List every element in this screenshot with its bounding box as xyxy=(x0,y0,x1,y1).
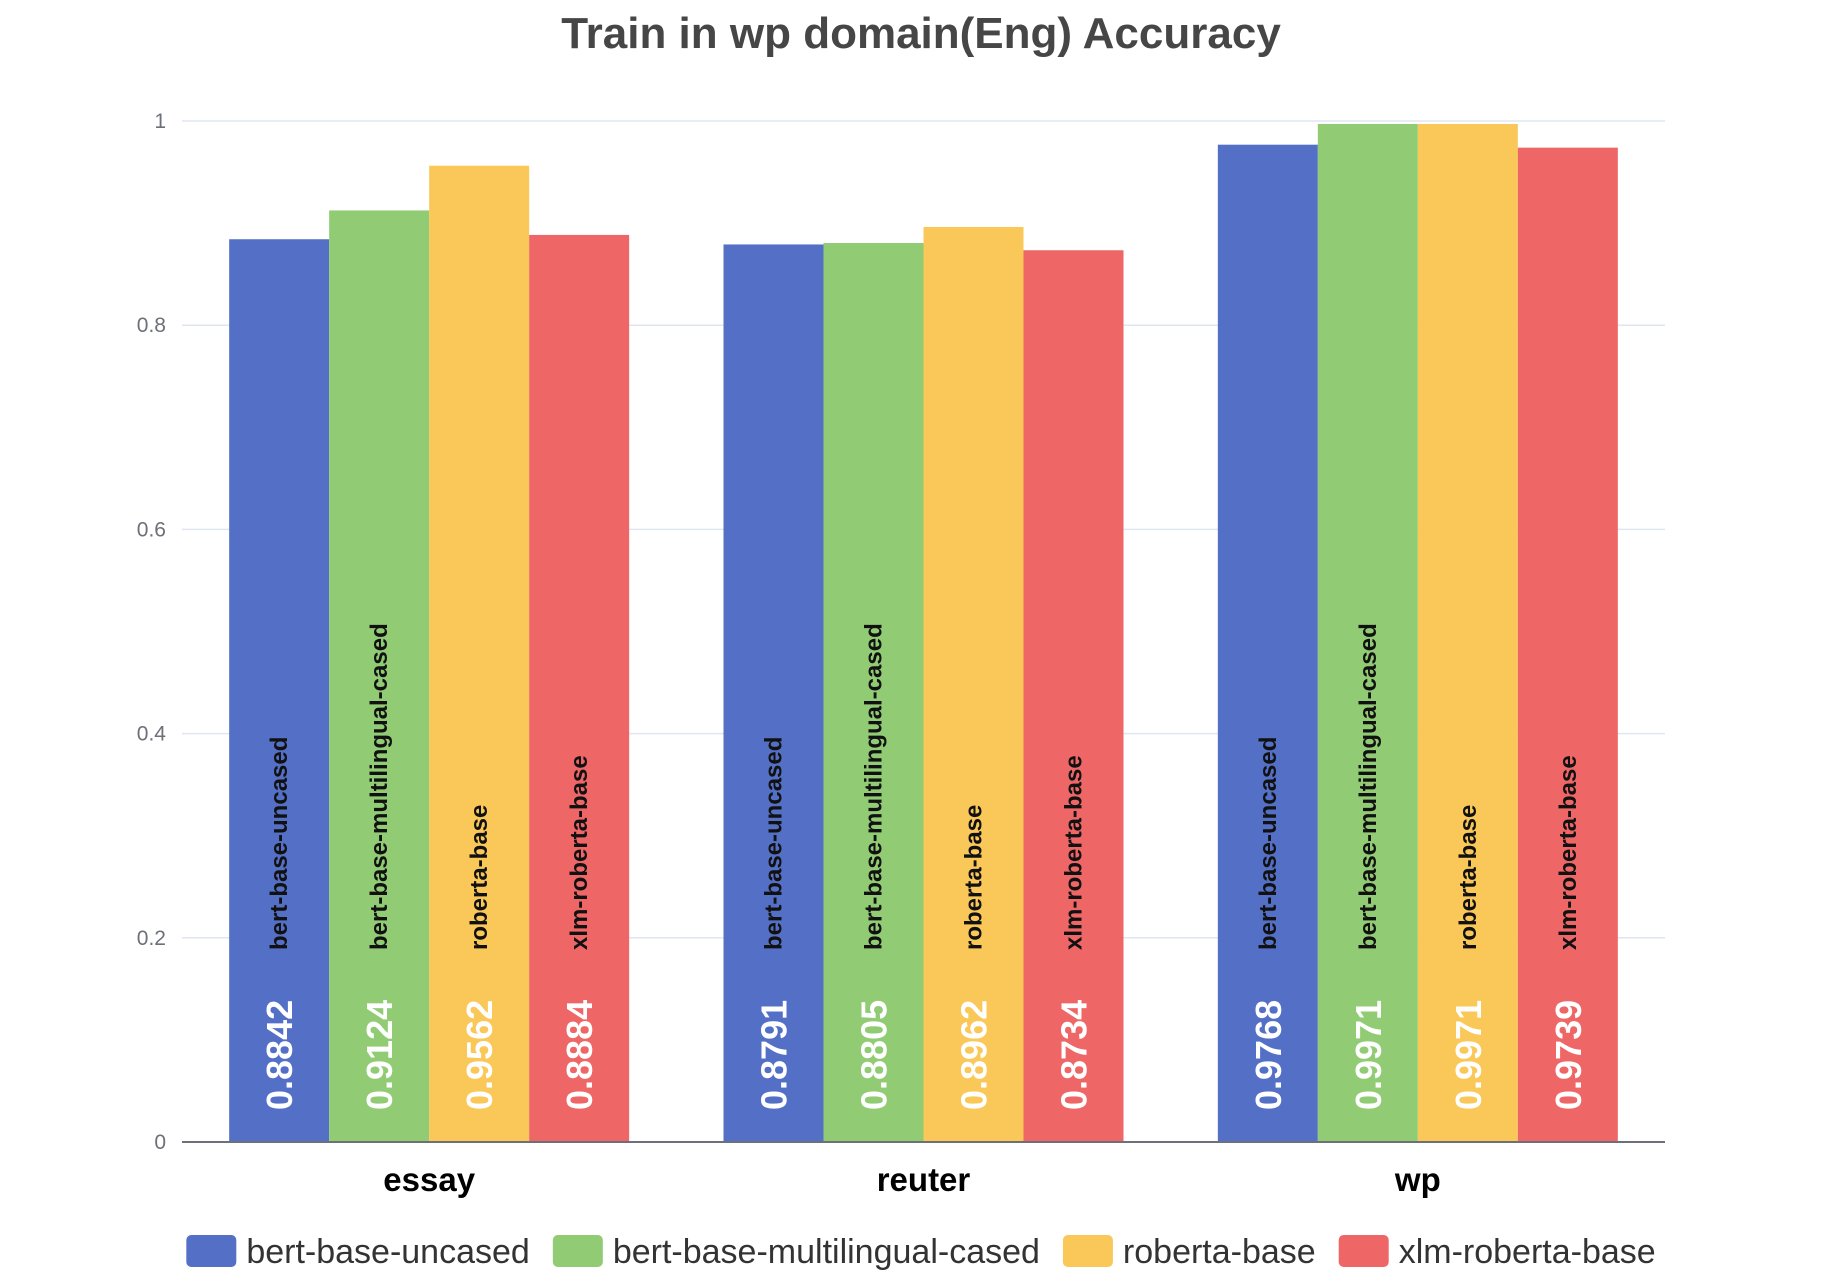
legend-label: bert-base-multilingual-cased xyxy=(613,1233,1040,1271)
bar-bert-base-multilingual-cased-essay xyxy=(329,210,430,1143)
value-label: 0.8884 xyxy=(559,1000,600,1110)
value-label: 0.8734 xyxy=(1054,1000,1095,1110)
series-name-label: roberta-base xyxy=(961,805,988,950)
bar-labels: 0.8842 bert-base-uncased 0.9124 bert-base-m… xyxy=(259,623,1589,1110)
series-name-label: bert-base-multilingual-cased xyxy=(1355,623,1382,950)
legend-swatch xyxy=(1338,1235,1389,1267)
bars xyxy=(229,123,1618,1143)
value-label: 0.8962 xyxy=(954,1000,995,1110)
bar-bert-base-uncased-essay xyxy=(229,239,330,1142)
y-tick-label: 0 xyxy=(154,1131,166,1154)
value-label: 0.9562 xyxy=(459,1000,500,1110)
legend-label: bert-base-uncased xyxy=(246,1233,530,1271)
series-name-label: bert-base-multilingual-cased xyxy=(861,623,888,950)
legend-item: bert-base-uncased xyxy=(186,1233,530,1271)
bar-bert-base-multilingual-cased-reuter xyxy=(823,243,924,1142)
legend-label: roberta-base xyxy=(1123,1233,1316,1271)
x-axis: essay reuter wp xyxy=(182,1141,1665,1198)
series-name-label: bert-base-uncased xyxy=(761,737,788,950)
value-label: 0.9124 xyxy=(359,1000,400,1110)
x-tick-label: essay xyxy=(383,1161,475,1198)
y-tick-label: 0.4 xyxy=(137,723,167,746)
legend-item: bert-base-multilingual-cased xyxy=(552,1233,1040,1271)
legend: bert-base-uncased bert-base-multilingual-… xyxy=(186,1233,1656,1271)
series-name-label: roberta-base xyxy=(1455,805,1482,950)
legend-item: xlm-roberta-base xyxy=(1338,1233,1656,1271)
chart-title: Train in wp domain(Eng) Accuracy xyxy=(561,9,1281,58)
bar-bert-base-uncased-wp xyxy=(1217,144,1318,1142)
series-name-label: xlm-roberta-base xyxy=(1061,755,1088,950)
legend-swatch xyxy=(186,1235,237,1267)
bar-xlm-roberta-base-essay xyxy=(529,234,630,1142)
series-name-label: roberta-base xyxy=(466,805,493,950)
legend-swatch xyxy=(1062,1235,1113,1267)
x-tick-label: reuter xyxy=(877,1161,971,1198)
x-tick-label: wp xyxy=(1394,1161,1441,1198)
bar-roberta-base-essay xyxy=(429,165,530,1143)
y-tick-label: 0.8 xyxy=(137,314,166,337)
bar-roberta-base-wp xyxy=(1417,123,1518,1143)
series-name-label: xlm-roberta-base xyxy=(1555,755,1582,950)
series-name-label: xlm-roberta-base xyxy=(566,755,593,950)
series-name-label: bert-base-uncased xyxy=(1255,737,1282,950)
bar-bert-base-uncased-reuter xyxy=(723,244,824,1142)
legend-item: roberta-base xyxy=(1062,1233,1316,1271)
legend-label: xlm-roberta-base xyxy=(1399,1233,1656,1271)
value-label: 0.9971 xyxy=(1448,1000,1489,1110)
value-label: 0.8842 xyxy=(259,1000,300,1110)
y-tick-label: 1 xyxy=(154,110,166,133)
value-label: 0.9971 xyxy=(1348,1000,1389,1110)
bar-xlm-roberta-base-wp xyxy=(1517,147,1618,1143)
value-label: 0.8805 xyxy=(854,1000,895,1110)
value-label: 0.9768 xyxy=(1248,1000,1289,1110)
value-label: 0.9739 xyxy=(1548,1000,1589,1110)
y-tick-label: 0.2 xyxy=(137,927,166,950)
series-name-label: bert-base-uncased xyxy=(266,737,293,950)
bar-xlm-roberta-base-reuter xyxy=(1023,250,1124,1142)
bar-bert-base-multilingual-cased-wp xyxy=(1317,123,1418,1143)
legend-swatch xyxy=(552,1235,603,1267)
series-name-label: bert-base-multilingual-cased xyxy=(366,623,393,950)
y-tick-label: 0.6 xyxy=(137,518,166,541)
value-label: 0.8791 xyxy=(754,1000,795,1110)
bar-roberta-base-reuter xyxy=(923,226,1024,1142)
